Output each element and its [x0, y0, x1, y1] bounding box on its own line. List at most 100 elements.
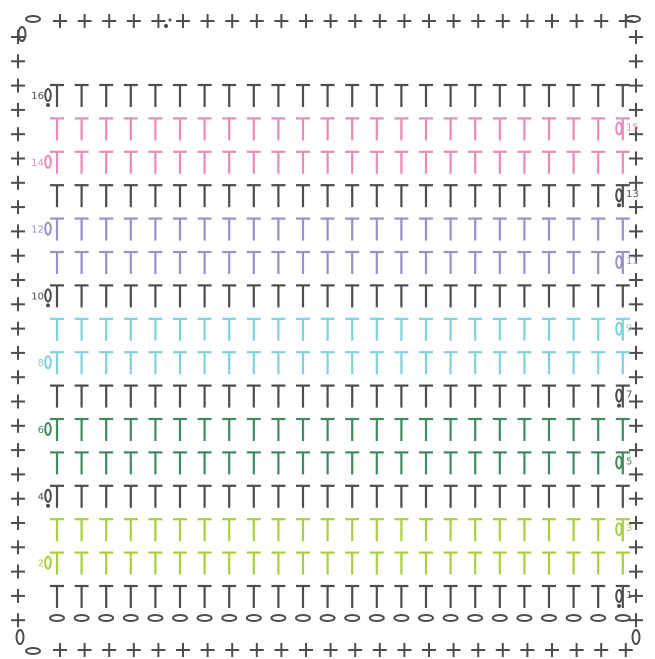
double-crochet-stitch: [615, 384, 630, 408]
border-single-crochet: [11, 224, 25, 239]
double-crochet-stitch: [320, 284, 335, 308]
double-crochet-stitch: [492, 83, 507, 107]
border-single-crochet: [569, 643, 584, 657]
double-crochet-stitch: [271, 351, 286, 375]
double-crochet-stitch: [99, 184, 114, 208]
border-single-crochet: [629, 127, 643, 142]
double-crochet-stitch: [148, 284, 163, 308]
border-single-crochet: [629, 297, 643, 312]
double-crochet-stitch: [468, 317, 483, 341]
double-crochet-stitch: [468, 284, 483, 308]
double-crochet-stitch: [517, 584, 532, 608]
row-label: 7: [626, 390, 632, 401]
double-crochet-stitch: [74, 417, 89, 441]
double-crochet-stitch: [50, 351, 64, 375]
row-3: [50, 518, 630, 542]
double-crochet-stitch: [517, 284, 532, 308]
double-crochet-stitch: [99, 451, 114, 475]
border-single-crochet: [11, 297, 25, 312]
border-single-crochet: [11, 273, 25, 287]
double-crochet-stitch: [345, 484, 360, 508]
double-crochet-stitch: [148, 317, 163, 341]
double-crochet-stitch: [468, 484, 483, 508]
double-crochet-stitch: [197, 351, 212, 375]
double-crochet-stitch: [320, 451, 335, 475]
border-single-crochet: [151, 14, 166, 28]
double-crochet-stitch: [271, 150, 286, 174]
double-crochet-stitch: [296, 83, 310, 107]
double-crochet-stitch: [173, 584, 187, 608]
double-crochet-stitch: [615, 584, 630, 608]
double-crochet-stitch: [517, 417, 532, 441]
turning-chain: [44, 555, 52, 570]
double-crochet-stitch: [296, 518, 310, 542]
double-crochet-stitch: [271, 83, 286, 107]
border-single-crochet: [11, 443, 25, 458]
double-crochet-stitch: [542, 518, 556, 542]
double-crochet-stitch: [394, 250, 409, 274]
border-single-crochet: [372, 643, 387, 657]
row-label: 13: [626, 189, 639, 200]
double-crochet-stitch: [443, 518, 458, 542]
double-crochet-stitch: [468, 384, 483, 408]
double-crochet-stitch: [222, 451, 237, 475]
border-single-crochet: [397, 643, 412, 657]
turning-chain: [615, 255, 623, 269]
double-crochet-stitch: [517, 217, 532, 241]
double-crochet-stitch: [492, 384, 507, 408]
double-crochet-stitch: [99, 484, 114, 508]
double-crochet-stitch: [148, 217, 163, 241]
double-crochet-stitch: [246, 250, 261, 274]
border-single-crochet: [629, 540, 643, 555]
double-crochet-stitch: [296, 117, 310, 141]
double-crochet-stitch: [246, 584, 261, 608]
border-single-crochet: [397, 14, 412, 28]
row-label: 15: [626, 122, 639, 133]
double-crochet-stitch: [173, 317, 187, 341]
row-label: 11: [626, 256, 639, 267]
double-crochet-stitch: [591, 384, 606, 408]
foundation-chain-stitch: [295, 614, 311, 622]
double-crochet-stitch: [222, 284, 237, 308]
double-crochet-stitch: [615, 417, 630, 441]
double-crochet-stitch: [468, 83, 483, 107]
double-crochet-stitch: [271, 484, 286, 508]
double-crochet-stitch: [74, 451, 89, 475]
row-label: 6: [38, 425, 44, 436]
double-crochet-stitch: [50, 451, 64, 475]
double-crochet-stitch: [443, 184, 458, 208]
double-crochet-stitch: [419, 384, 433, 408]
double-crochet-stitch: [394, 150, 409, 174]
border-single-crochet: [274, 643, 289, 657]
double-crochet-stitch: [443, 317, 458, 341]
row-label: 5: [626, 456, 632, 467]
double-crochet-stitch: [50, 484, 64, 508]
double-crochet-stitch: [394, 117, 409, 141]
foundation-chain-stitch: [368, 614, 385, 622]
foundation-chain-stitch: [467, 614, 484, 622]
double-crochet-stitch: [566, 518, 581, 542]
double-crochet-stitch: [197, 384, 212, 408]
double-crochet-stitch: [320, 250, 335, 274]
border-single-crochet: [11, 54, 25, 69]
double-crochet-stitch: [369, 417, 384, 441]
double-crochet-stitch: [566, 351, 581, 375]
double-crochet-stitch: [197, 217, 212, 241]
double-crochet-stitch: [566, 551, 581, 575]
border-single-crochet: [249, 14, 264, 28]
double-crochet-stitch: [148, 484, 163, 508]
double-crochet-stitch: [566, 484, 581, 508]
double-crochet-stitch: [271, 584, 286, 608]
row-label: 14: [31, 158, 44, 169]
double-crochet-stitch: [419, 518, 433, 542]
border-single-crochet: [11, 540, 25, 555]
foundation-chain-stitch: [221, 614, 238, 622]
double-crochet-stitch: [173, 451, 187, 475]
double-crochet-stitch: [148, 351, 163, 375]
foundation-chain-stitch: [516, 614, 533, 622]
double-crochet-stitch: [517, 451, 532, 475]
double-crochet-stitch: [492, 551, 507, 575]
double-crochet-stitch: [173, 384, 187, 408]
double-crochet-stitch: [197, 184, 212, 208]
double-crochet-stitch: [566, 83, 581, 107]
